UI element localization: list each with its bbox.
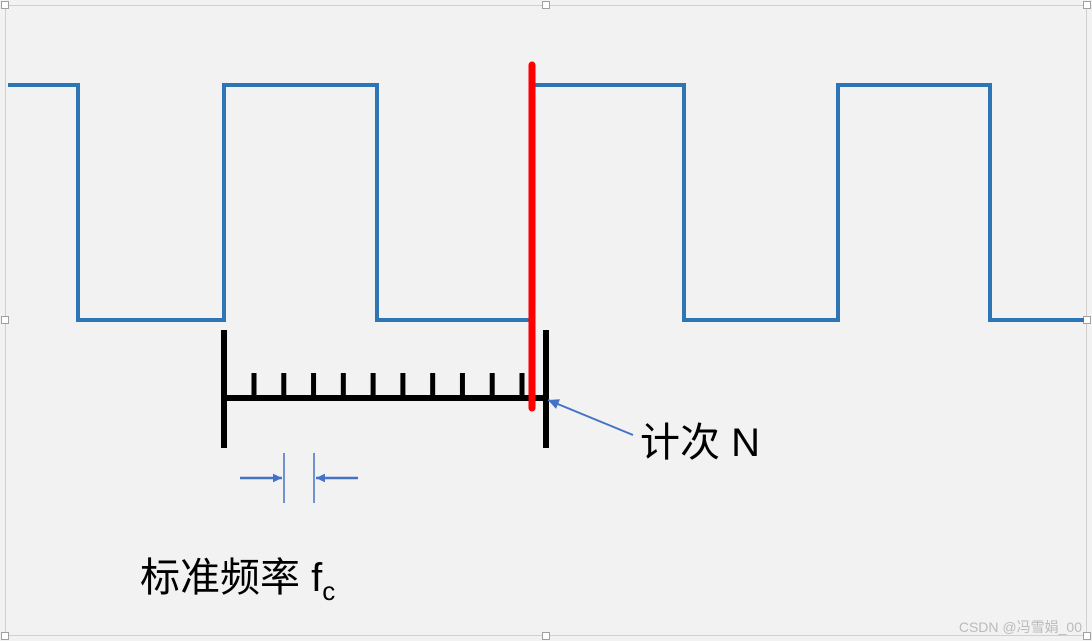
frequency-label: 标准频率 fc xyxy=(140,545,335,607)
frequency-label-text: 标准频率 f xyxy=(140,556,322,600)
frequency-label-sub: c xyxy=(322,576,335,606)
watermark-text: CSDN @冯雪娟_00 xyxy=(959,617,1082,637)
count-label: 计次 N xyxy=(640,410,760,468)
